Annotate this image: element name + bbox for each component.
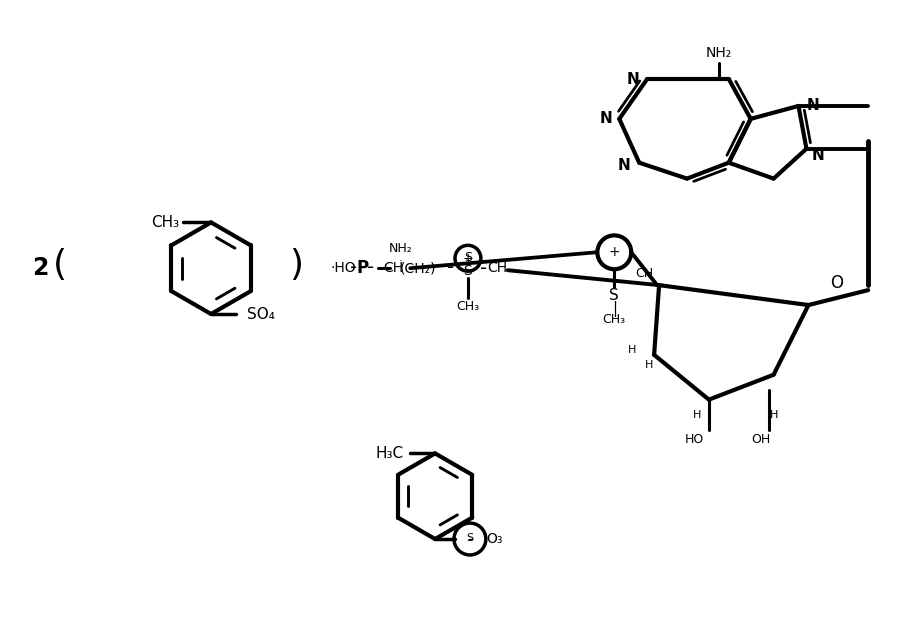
Text: (: ( [53,248,66,282]
Text: H: H [770,410,778,420]
Text: H: H [645,360,653,370]
Text: CH₃: CH₃ [602,313,626,327]
Text: HO: HO [684,433,703,446]
Text: P: P [357,259,369,277]
Text: -: - [367,258,374,277]
Text: +: + [462,252,473,265]
Text: -: - [349,258,357,277]
Text: H: H [628,345,636,355]
Text: CH₃: CH₃ [457,299,480,313]
Text: SO₄: SO₄ [247,306,275,322]
Text: 2: 2 [32,256,48,280]
Text: CH: CH [635,266,653,280]
Text: N: N [600,111,612,127]
Text: N: N [618,158,631,173]
Text: O: O [830,274,843,292]
Text: NH₂: NH₂ [706,46,732,60]
Text: N: N [812,148,824,163]
Text: N: N [807,98,820,113]
Text: O₃: O₃ [487,532,503,546]
Text: -: - [467,530,473,548]
Text: CH: CH [383,261,403,275]
Text: -: - [448,258,455,277]
Text: S: S [610,287,619,303]
Text: S: S [463,264,472,278]
Text: NH₂: NH₂ [389,242,412,255]
Text: N: N [627,72,640,87]
Text: OH: OH [751,433,770,446]
Text: CH₃: CH₃ [151,215,179,230]
Text: S: S [464,251,472,264]
Text: H₃C: H₃C [375,446,403,461]
Text: ): ) [288,248,303,282]
Text: CH: CH [487,261,507,275]
Text: +: + [609,245,620,260]
Text: (CH₂): (CH₂) [399,261,437,275]
Text: ·HO: ·HO [330,261,356,275]
Text: S: S [466,533,473,543]
Text: .: . [399,253,402,263]
Text: -: - [480,259,488,278]
Text: |: | [612,301,617,317]
Text: H: H [693,410,701,420]
